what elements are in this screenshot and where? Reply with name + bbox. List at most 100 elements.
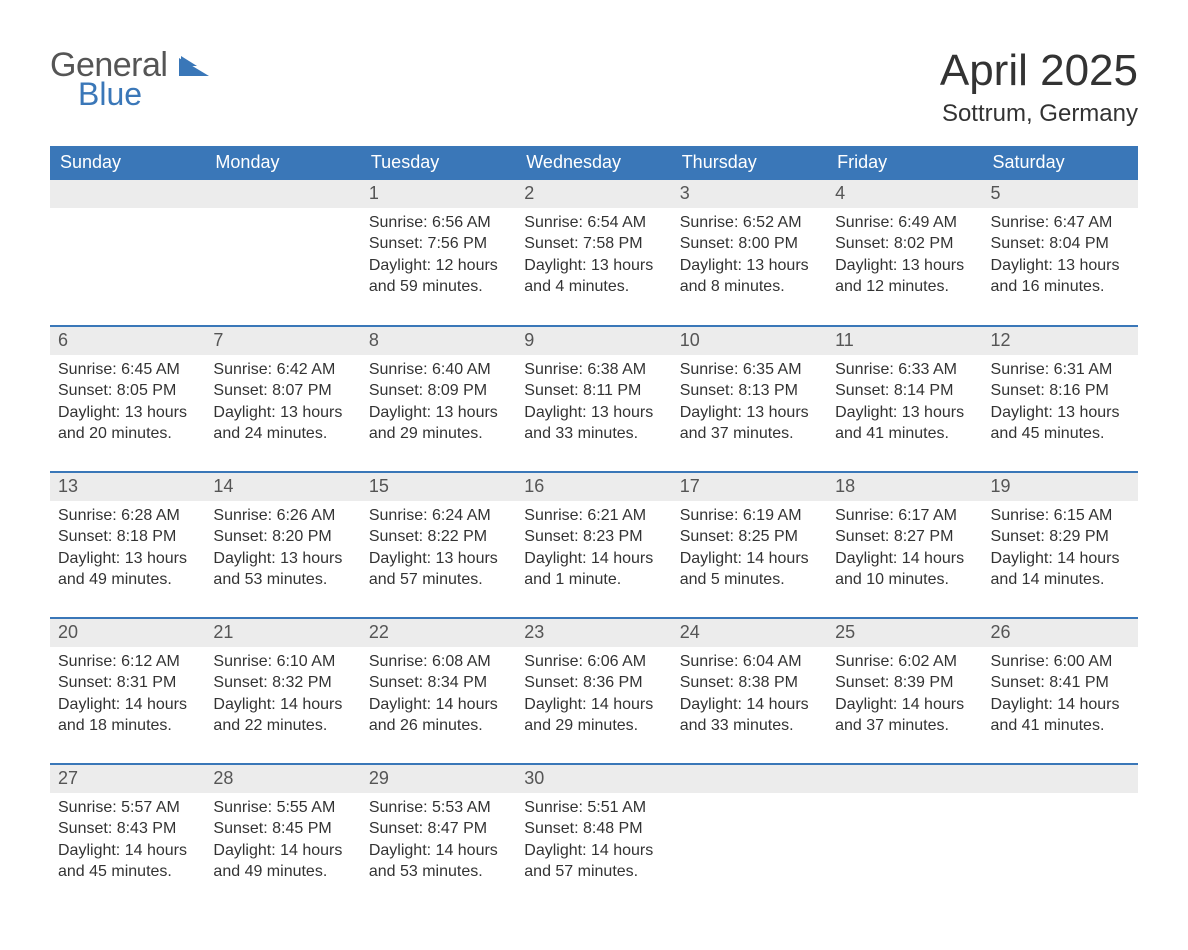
sunset-text: Sunset: 8:27 PM — [835, 526, 974, 548]
calendar-day-cell — [827, 764, 982, 910]
day-number — [205, 180, 360, 207]
daylight-line2: and 12 minutes. — [835, 276, 974, 298]
weekday-header: Wednesday — [516, 146, 671, 180]
day-body: Sunrise: 6:21 AMSunset: 8:23 PMDaylight:… — [516, 501, 671, 597]
calendar-day-cell: 4 Sunrise: 6:49 AMSunset: 8:02 PMDaylight… — [827, 180, 982, 326]
day-number: 10 — [672, 327, 827, 354]
daylight-line2: and 10 minutes. — [835, 569, 974, 591]
weekday-header-row: Sunday Monday Tuesday Wednesday Thursday… — [50, 146, 1138, 180]
day-number: 12 — [983, 327, 1138, 354]
day-number: 4 — [827, 180, 982, 207]
daylight-line2: and 22 minutes. — [213, 715, 352, 737]
calendar-day-cell: 20Sunrise: 6:12 AMSunset: 8:31 PMDayligh… — [50, 618, 205, 764]
daylight-line1: Daylight: 13 hours — [213, 548, 352, 570]
daylight-line2: and 29 minutes. — [524, 715, 663, 737]
sunset-text: Sunset: 8:48 PM — [524, 818, 663, 840]
daylight-line1: Daylight: 13 hours — [991, 402, 1130, 424]
day-body: Sunrise: 6:35 AMSunset: 8:13 PMDaylight:… — [672, 355, 827, 451]
weekday-header: Friday — [827, 146, 982, 180]
logo-mark-icon — [179, 48, 209, 82]
day-body: Sunrise: 5:55 AMSunset: 8:45 PMDaylight:… — [205, 793, 360, 889]
day-body — [983, 793, 1138, 803]
calendar-day-cell: 23Sunrise: 6:06 AMSunset: 8:36 PMDayligh… — [516, 618, 671, 764]
day-body: Sunrise: 6:24 AMSunset: 8:22 PMDaylight:… — [361, 501, 516, 597]
daylight-line1: Daylight: 14 hours — [524, 694, 663, 716]
sunrise-text: Sunrise: 6:40 AM — [369, 359, 508, 381]
daylight-line1: Daylight: 13 hours — [58, 548, 197, 570]
daylight-line1: Daylight: 13 hours — [835, 255, 974, 277]
daylight-line2: and 37 minutes. — [835, 715, 974, 737]
day-number: 29 — [361, 765, 516, 792]
daylight-line1: Daylight: 14 hours — [835, 694, 974, 716]
sunrise-text: Sunrise: 6:35 AM — [680, 359, 819, 381]
daylight-line1: Daylight: 12 hours — [369, 255, 508, 277]
brand-logo: General Blue — [50, 48, 209, 110]
sunset-text: Sunset: 8:02 PM — [835, 233, 974, 255]
sunrise-text: Sunrise: 6:45 AM — [58, 359, 197, 381]
sunset-text: Sunset: 8:39 PM — [835, 672, 974, 694]
daylight-line2: and 14 minutes. — [991, 569, 1130, 591]
daylight-line1: Daylight: 13 hours — [991, 255, 1130, 277]
day-body: Sunrise: 6:47 AMSunset: 8:04 PMDaylight:… — [983, 208, 1138, 304]
daylight-line1: Daylight: 13 hours — [369, 548, 508, 570]
daylight-line2: and 53 minutes. — [213, 569, 352, 591]
calendar-day-cell: 2Sunrise: 6:54 AMSunset: 7:58 PMDaylight… — [516, 180, 671, 326]
daylight-line1: Daylight: 14 hours — [369, 840, 508, 862]
sunset-text: Sunset: 8:14 PM — [835, 380, 974, 402]
day-body: Sunrise: 5:53 AMSunset: 8:47 PMDaylight:… — [361, 793, 516, 889]
daylight-line1: Daylight: 14 hours — [58, 694, 197, 716]
day-body: Sunrise: 5:51 AMSunset: 8:48 PMDaylight:… — [516, 793, 671, 889]
calendar-day-cell — [983, 764, 1138, 910]
day-number: 24 — [672, 619, 827, 646]
calendar-day-cell: 8Sunrise: 6:40 AMSunset: 8:09 PMDaylight… — [361, 326, 516, 472]
daylight-line1: Daylight: 14 hours — [991, 694, 1130, 716]
sunrise-text: Sunrise: 6:56 AM — [369, 212, 508, 234]
sunrise-text: Sunrise: 6:49 AM — [835, 212, 974, 234]
sunrise-text: Sunrise: 5:53 AM — [369, 797, 508, 819]
sunrise-text: Sunrise: 6:47 AM — [991, 212, 1130, 234]
day-number: 23 — [516, 619, 671, 646]
calendar-day-cell — [205, 180, 360, 326]
daylight-line1: Daylight: 14 hours — [680, 694, 819, 716]
daylight-line1: Daylight: 13 hours — [524, 402, 663, 424]
daylight-line1: Daylight: 13 hours — [213, 402, 352, 424]
sunset-text: Sunset: 8:34 PM — [369, 672, 508, 694]
sunrise-text: Sunrise: 6:54 AM — [524, 212, 663, 234]
sunrise-text: Sunrise: 6:08 AM — [369, 651, 508, 673]
daylight-line2: and 8 minutes. — [680, 276, 819, 298]
daylight-line1: Daylight: 14 hours — [680, 548, 819, 570]
daylight-line1: Daylight: 13 hours — [369, 402, 508, 424]
daylight-line2: and 41 minutes. — [835, 423, 974, 445]
sunrise-text: Sunrise: 6:26 AM — [213, 505, 352, 527]
day-body — [205, 208, 360, 218]
daylight-line2: and 33 minutes. — [680, 715, 819, 737]
sunrise-text: Sunrise: 6:17 AM — [835, 505, 974, 527]
daylight-line1: Daylight: 14 hours — [58, 840, 197, 862]
daylight-line1: Daylight: 14 hours — [213, 840, 352, 862]
calendar-day-cell: 29Sunrise: 5:53 AMSunset: 8:47 PMDayligh… — [361, 764, 516, 910]
daylight-line2: and 4 minutes. — [524, 276, 663, 298]
sunrise-text: Sunrise: 6:38 AM — [524, 359, 663, 381]
calendar-day-cell: 25Sunrise: 6:02 AMSunset: 8:39 PMDayligh… — [827, 618, 982, 764]
day-number: 20 — [50, 619, 205, 646]
sunset-text: Sunset: 8:25 PM — [680, 526, 819, 548]
sunrise-text: Sunrise: 6:24 AM — [369, 505, 508, 527]
day-number: 21 — [205, 619, 360, 646]
calendar-day-cell: 22Sunrise: 6:08 AMSunset: 8:34 PMDayligh… — [361, 618, 516, 764]
calendar-week-row: 13Sunrise: 6:28 AMSunset: 8:18 PMDayligh… — [50, 472, 1138, 618]
day-number: 30 — [516, 765, 671, 792]
day-body: Sunrise: 6:17 AMSunset: 8:27 PMDaylight:… — [827, 501, 982, 597]
sunset-text: Sunset: 8:22 PM — [369, 526, 508, 548]
sunrise-text: Sunrise: 5:57 AM — [58, 797, 197, 819]
day-number: 27 — [50, 765, 205, 792]
day-number: 16 — [516, 473, 671, 500]
day-body: Sunrise: 6:54 AMSunset: 7:58 PMDaylight:… — [516, 208, 671, 304]
weekday-header: Monday — [205, 146, 360, 180]
day-number: 19 — [983, 473, 1138, 500]
calendar-week-row: 27Sunrise: 5:57 AMSunset: 8:43 PMDayligh… — [50, 764, 1138, 910]
daylight-line1: Daylight: 13 hours — [680, 255, 819, 277]
calendar-day-cell: 13Sunrise: 6:28 AMSunset: 8:18 PMDayligh… — [50, 472, 205, 618]
sunrise-text: Sunrise: 6:21 AM — [524, 505, 663, 527]
sunrise-text: Sunrise: 6:33 AM — [835, 359, 974, 381]
sunset-text: Sunset: 8:45 PM — [213, 818, 352, 840]
